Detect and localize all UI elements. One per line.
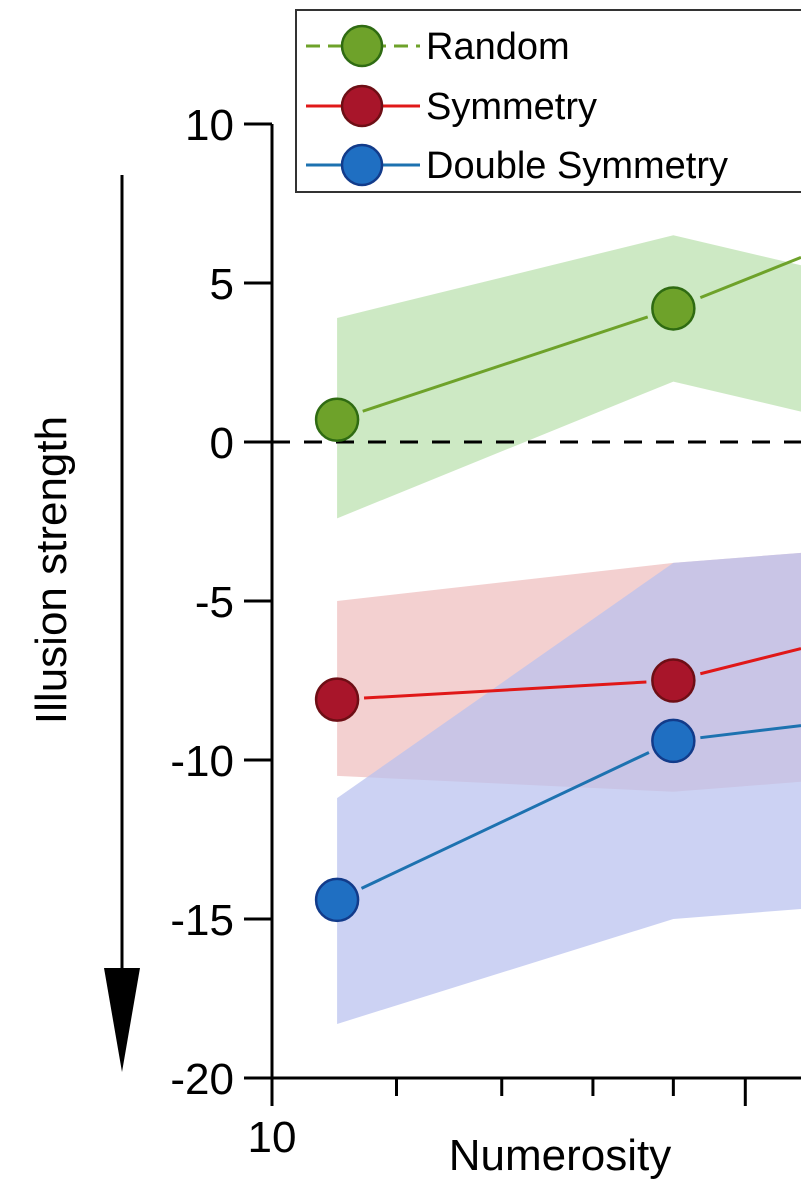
marker-random <box>651 286 696 331</box>
legend-marker-random <box>340 24 384 68</box>
y-axis-title: Illusion strength <box>27 416 76 724</box>
legend-marker-symmetry <box>340 84 384 128</box>
legend-label-symmetry: Symmetry <box>426 86 597 128</box>
axes: 10 5 0 -5 -10 -15 -20 10 <box>170 101 801 1162</box>
y-tick-label: -10 <box>170 737 234 786</box>
y-tick-label: 5 <box>210 260 234 309</box>
line-symmetry-continuation <box>699 647 801 676</box>
band-random <box>337 235 801 519</box>
marker-symmetry <box>651 658 696 703</box>
legend: Random Symmetry Double Symmetry <box>295 9 801 193</box>
marker-double-symmetry <box>314 877 360 923</box>
direction-arrow-head <box>104 968 140 1072</box>
y-tick-label: -15 <box>170 896 234 945</box>
line-double-symmetry <box>360 751 650 890</box>
y-tick-label: -20 <box>170 1055 234 1104</box>
y-tick-label: 10 <box>185 101 234 150</box>
marker-random <box>314 397 360 442</box>
y-tick-label: -5 <box>195 578 234 627</box>
x-axis-title: Numerosity <box>449 1131 672 1180</box>
series-lines <box>360 255 801 890</box>
line-double-symmetry-continuation <box>700 724 801 740</box>
line-random-continuation <box>699 255 801 300</box>
marker-double-symmetry <box>651 718 696 764</box>
confidence-bands <box>337 235 801 1024</box>
axis-titles: Numerosity Illusion strength <box>27 175 671 1180</box>
legend-label-random: Random <box>426 26 570 68</box>
line-symmetry <box>363 680 647 700</box>
legend-marker-double-symmetry <box>340 143 384 187</box>
line-random <box>362 315 649 413</box>
marker-symmetry <box>314 677 360 722</box>
series-markers <box>314 286 696 923</box>
legend-label-double-symmetry: Double Symmetry <box>426 145 728 187</box>
x-tick-label: 10 <box>248 1113 297 1162</box>
y-tick-label: 0 <box>210 419 234 468</box>
